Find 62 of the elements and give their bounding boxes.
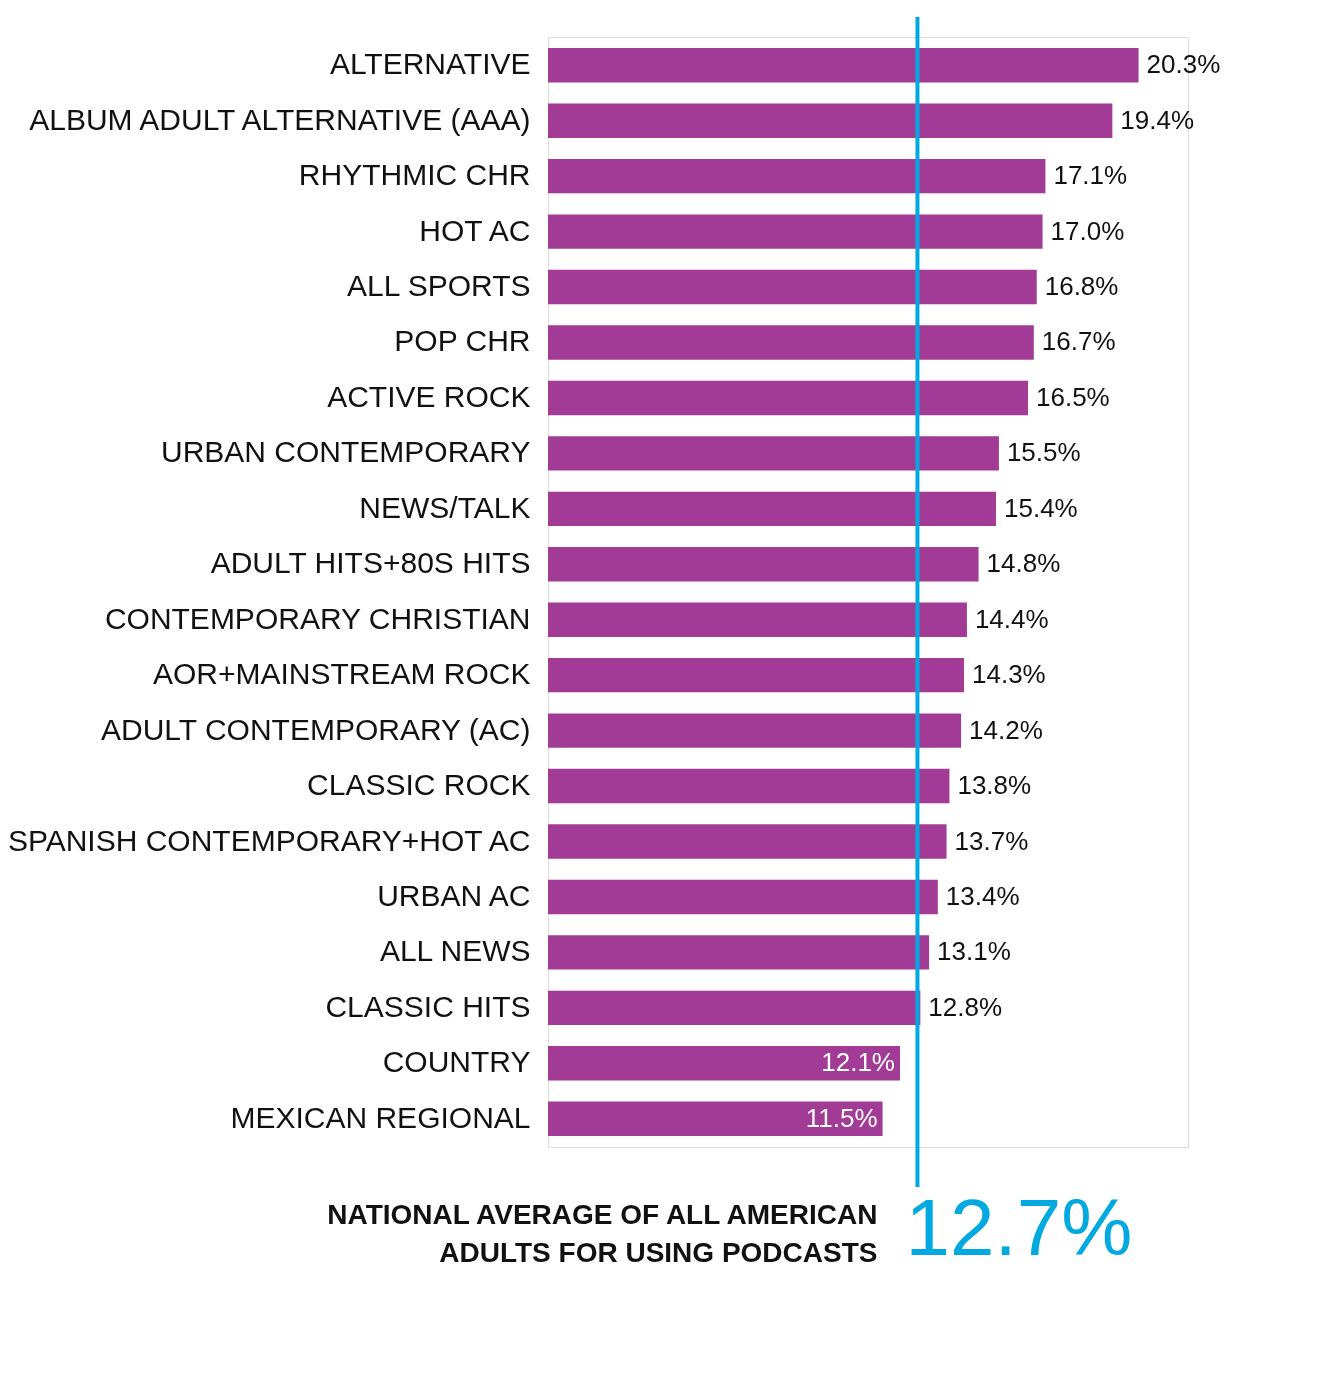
y-tick-label: CLASSIC HITS bbox=[325, 989, 531, 1023]
bar bbox=[548, 657, 964, 693]
y-tick-label: URBAN AC bbox=[377, 878, 531, 912]
bar bbox=[548, 214, 1043, 249]
y-tick-label: AOR+MAINSTREAM ROCK bbox=[152, 657, 531, 691]
y-tick-label: RHYTHMIC CHR bbox=[298, 158, 531, 192]
y-tick-label: ACTIVE ROCK bbox=[327, 379, 531, 413]
y-tick-label: ADULT HITS+80S HITS bbox=[210, 546, 531, 580]
bar bbox=[548, 48, 1139, 83]
bar bbox=[548, 990, 921, 1026]
y-tick-label: ALL SPORTS bbox=[347, 269, 531, 303]
data-label: 14.4% bbox=[974, 603, 1049, 634]
data-label: 13.7% bbox=[954, 825, 1029, 856]
data-label: 12.8% bbox=[928, 991, 1003, 1022]
bar bbox=[548, 1046, 900, 1081]
bar bbox=[548, 491, 996, 527]
bar bbox=[548, 436, 999, 471]
data-label: 17.1% bbox=[1053, 160, 1128, 191]
y-tick-label: CLASSIC ROCK bbox=[307, 768, 531, 802]
data-label: 13.8% bbox=[957, 770, 1032, 801]
bar bbox=[548, 824, 947, 859]
bar bbox=[548, 380, 1028, 416]
data-label: 14.3% bbox=[972, 659, 1046, 690]
y-tick-label: CONTEMPORARY CHRISTIAN bbox=[104, 601, 531, 635]
data-label: 12.1% bbox=[821, 1047, 895, 1078]
data-label: 14.8% bbox=[986, 548, 1061, 579]
y-tick-label: ALL NEWS bbox=[379, 934, 531, 968]
text: NATIONAL AVERAGE OF ALL AMERICAN ADULTS FOR USING PODCASTS bbox=[327, 1199, 878, 1268]
data-label: 15.5% bbox=[1006, 437, 1081, 468]
y-tick-label: ALTERNATIVE bbox=[329, 47, 531, 81]
bar bbox=[548, 269, 1037, 305]
y-tick-label: MEXICAN REGIONAL bbox=[230, 1100, 531, 1134]
bar bbox=[548, 602, 967, 637]
bar bbox=[548, 1101, 883, 1136]
data-label: 16.7% bbox=[1041, 326, 1116, 357]
data-label: 14.2% bbox=[969, 714, 1043, 745]
bar bbox=[548, 103, 1113, 138]
data-label: 13.4% bbox=[945, 880, 1020, 911]
y-tick-label: ALBUM ADULT ALTERNATIVE (AAA) bbox=[29, 102, 531, 136]
data-label: 11.5% bbox=[805, 1102, 878, 1133]
data-label: 19.4% bbox=[1120, 104, 1195, 135]
bar bbox=[548, 935, 930, 970]
bar bbox=[548, 325, 1034, 360]
data-label: 13.1% bbox=[937, 936, 1011, 967]
y-tick-label: SPANISH CONTEMPORARY+HOT AC bbox=[7, 823, 531, 857]
y-tick-label: NEWS/TALK bbox=[359, 490, 531, 524]
y-tick-label: HOT AC bbox=[419, 213, 531, 247]
bar bbox=[548, 713, 962, 748]
ref-line-label: 12.7% bbox=[905, 1183, 1133, 1272]
data-label: 17.0% bbox=[1050, 215, 1125, 246]
bar bbox=[548, 547, 979, 582]
data-label: 20.3% bbox=[1146, 49, 1221, 80]
bar bbox=[548, 768, 950, 804]
bar bbox=[548, 158, 1046, 194]
y-tick-label: ADULT CONTEMPORARY (AC) bbox=[100, 712, 531, 746]
y-tick-label: POP CHR bbox=[394, 324, 531, 358]
data-label: 16.5% bbox=[1036, 381, 1110, 412]
y-tick-label: URBAN CONTEMPORARY bbox=[161, 435, 531, 469]
data-label: 15.4% bbox=[1004, 492, 1078, 523]
y-tick-label: COUNTRY bbox=[382, 1045, 531, 1079]
bar bbox=[548, 879, 938, 915]
data-label: 16.8% bbox=[1044, 271, 1119, 302]
